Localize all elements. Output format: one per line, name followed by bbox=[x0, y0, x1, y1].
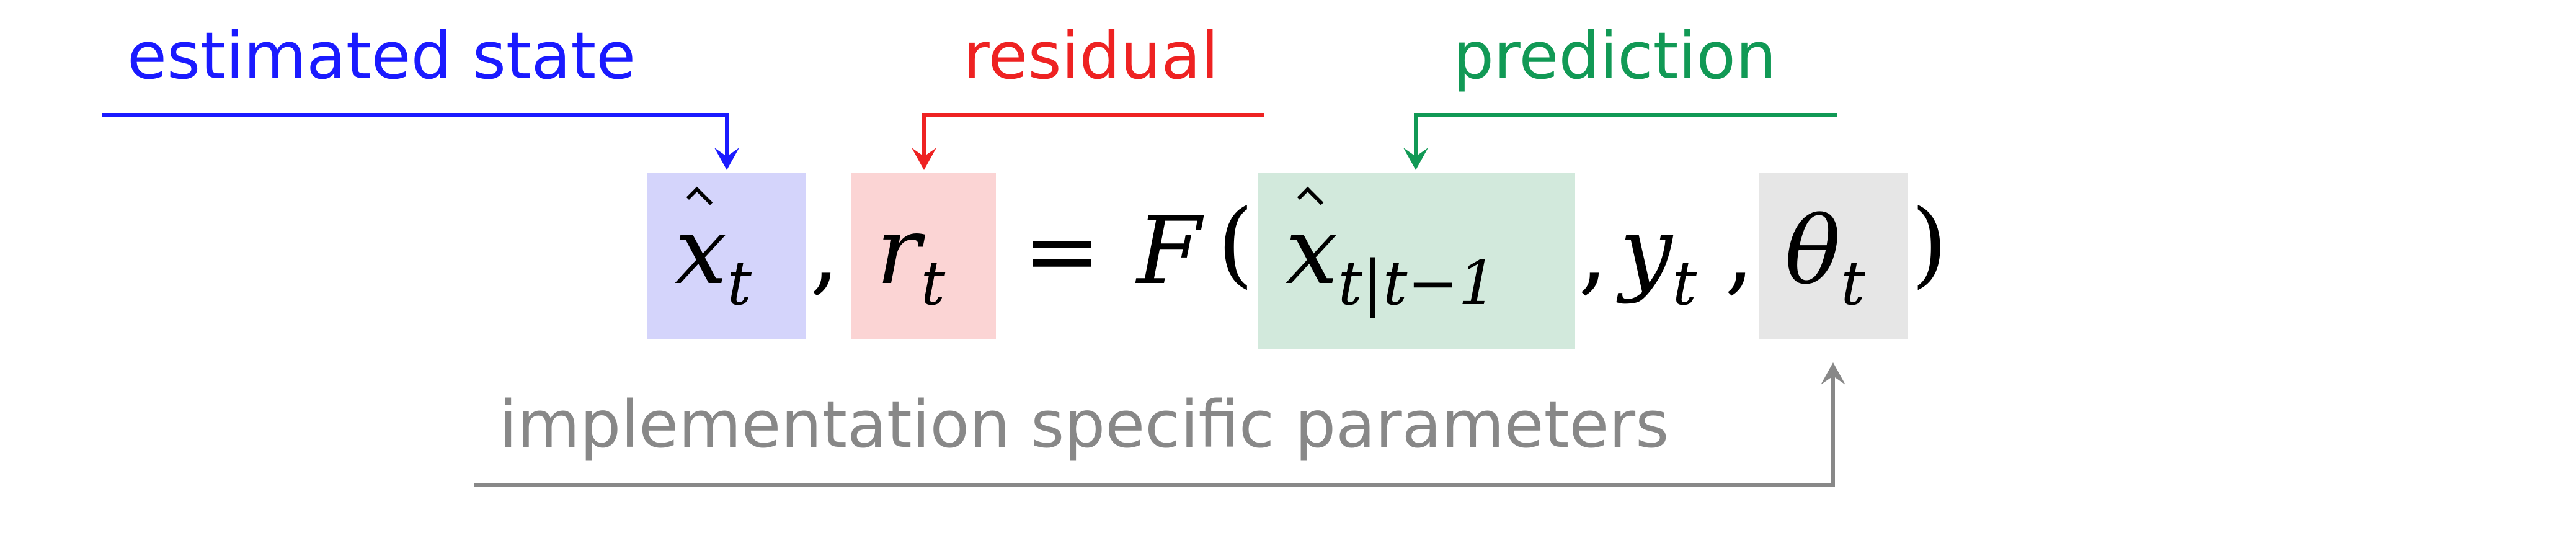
estimated-state-arrow bbox=[102, 113, 729, 163]
residual-arrowhead bbox=[912, 148, 936, 170]
residual-label: residual bbox=[963, 18, 1219, 94]
implementation-arrowhead bbox=[1821, 362, 1845, 385]
measurement-term: yt bbox=[1620, 205, 1697, 314]
subscript-t-given-t-minus-1: t|t−1 bbox=[1338, 248, 1497, 319]
implementation-parameters-label: implementation specific parameters bbox=[499, 387, 1669, 462]
subscript-t: t bbox=[920, 248, 946, 319]
parameter-term: θt bbox=[1785, 205, 1865, 314]
comma-2: , bbox=[1578, 197, 1608, 305]
y-symbol: y bbox=[1620, 197, 1672, 305]
estimated-state-term: xt bbox=[675, 197, 752, 314]
comma-3: , bbox=[1725, 197, 1754, 305]
residual-highlight bbox=[851, 173, 996, 339]
parameter-highlight bbox=[1759, 173, 1908, 339]
subscript-t: t bbox=[727, 248, 752, 319]
prediction-term: xt|t−1 bbox=[1286, 197, 1497, 314]
prediction-arrowhead bbox=[1403, 148, 1428, 170]
r-symbol: r bbox=[876, 197, 921, 305]
residual-term: rt bbox=[876, 205, 945, 314]
x-hat-symbol: x bbox=[675, 197, 727, 305]
comma-1: , bbox=[810, 197, 840, 305]
function-f: F bbox=[1137, 197, 1202, 305]
x-hat-symbol: x bbox=[1286, 197, 1338, 305]
prediction-arrow bbox=[1414, 113, 1837, 163]
subscript-t: t bbox=[1672, 248, 1697, 319]
implementation-arrow bbox=[474, 370, 1835, 487]
estimated-state-arrowhead bbox=[714, 148, 739, 170]
subscript-t: t bbox=[1841, 248, 1865, 319]
estimated-state-label: estimated state bbox=[127, 18, 636, 94]
open-paren: ( bbox=[1217, 190, 1254, 298]
residual-arrow bbox=[922, 113, 1264, 163]
equals-sign: = bbox=[1023, 197, 1101, 305]
theta-symbol: θ bbox=[1785, 197, 1841, 305]
close-paren: ) bbox=[1911, 190, 1948, 298]
prediction-label: prediction bbox=[1453, 18, 1777, 94]
